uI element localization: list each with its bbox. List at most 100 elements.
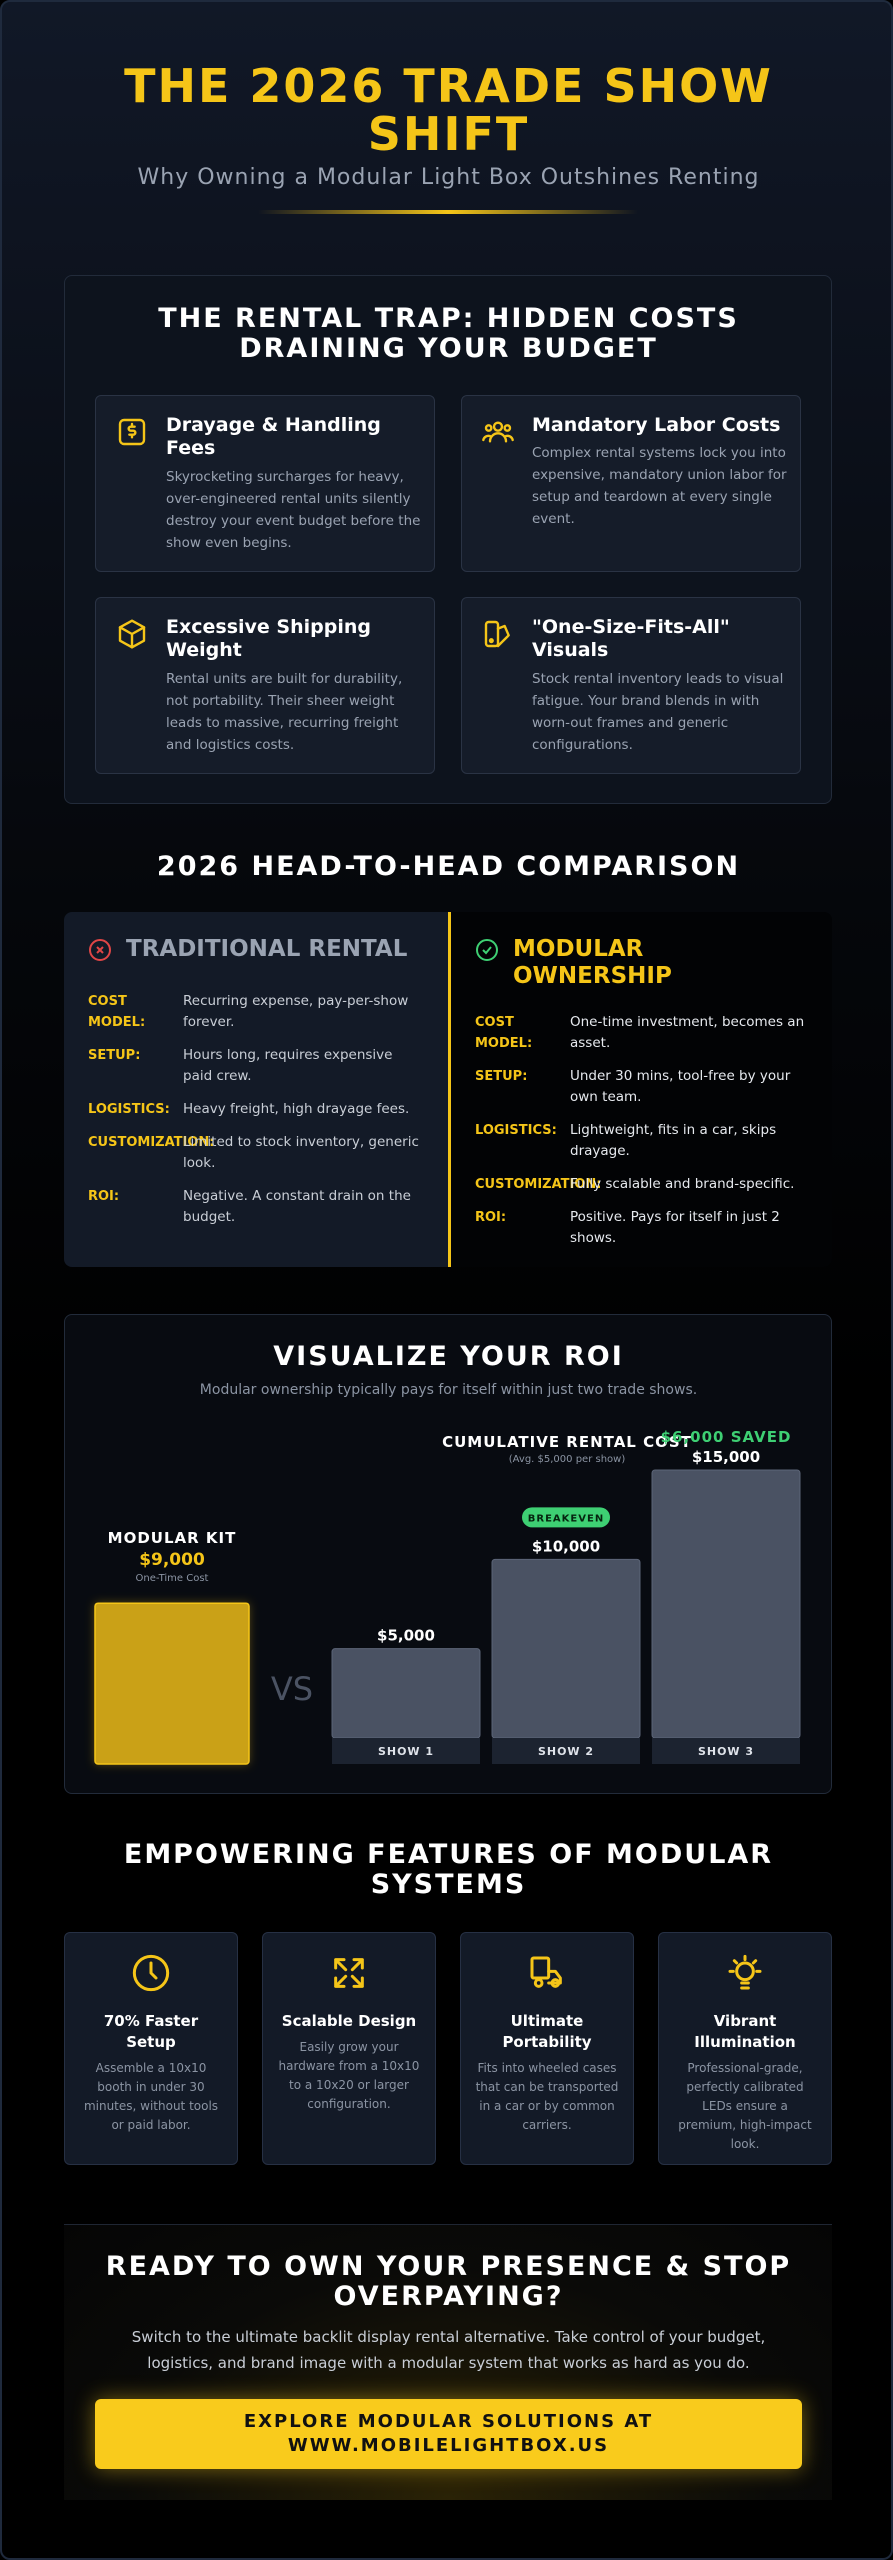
column-title-text: MODULAR OWNERSHIP (513, 936, 672, 989)
row-text: Limited to stock inventory, generic look… (183, 1134, 419, 1171)
chart-title: CUMULATIVE RENTAL COST (442, 1433, 692, 1451)
card-text: Stock rental inventory leads to visual f… (532, 671, 784, 753)
cta-text: Switch to the ultimate backlit display r… (131, 2328, 766, 2372)
show-label: SHOW 2 (538, 1745, 594, 1758)
feature-text: Easily grow your hardware from a 10x10 t… (278, 2040, 420, 2111)
comparison-row: CUSTOMIZATION: Limited to stock inventory… (88, 1132, 424, 1174)
bar-footer (332, 1738, 480, 1764)
row-label: SETUP: (475, 1069, 528, 1084)
row-label: LOGISTICS: (475, 1123, 557, 1138)
show-label: SHOW 1 (378, 1745, 434, 1758)
row-label: ROI: (475, 1210, 507, 1225)
row-label: LOGISTICS: (88, 1102, 170, 1117)
comparison-row: LOGISTICS: Lightweight, fits in a car, sk… (475, 1120, 808, 1162)
column-icon (88, 938, 112, 969)
row-text: Hours long, requires expensive paid crew… (183, 1047, 393, 1084)
trap-card: Excessive Shipping Weight Rental units ar… (95, 597, 435, 774)
cta-title: READY TO OWN YOUR PRESENCE & STOP OVERPA… (105, 2251, 792, 2312)
subtitle: Why Owning a Modular Light Box Outshines… (137, 165, 760, 190)
kit-value: $9,000 (139, 1550, 205, 1570)
comparison-column: TRADITIONAL RENTAL COST MODEL: Recurring e… (64, 912, 448, 1267)
card-text: Skyrocketing surcharges for heavy, over-… (166, 469, 421, 551)
row-text: Positive. Pays for itself in just 2 show… (570, 1209, 780, 1246)
comparison-row: SETUP: Under 30 mins, tool-free by your o… (475, 1066, 808, 1108)
saved: $6,000 SAVED (661, 1428, 792, 1446)
feature-card: Vibrant Illumination Professional-grade, … (658, 1932, 832, 2165)
rental-bar (331, 1648, 481, 1739)
row-text: Heavy freight, high drayage fees. (183, 1101, 410, 1117)
card-title: Excessive Shipping Weight (166, 616, 371, 661)
roi-chart: MODULAR KIT $9,000 One-Time Cost VS CUMULATI… (94, 1428, 801, 1765)
icon (482, 618, 514, 650)
kit-label: MODULAR KIT (108, 1529, 237, 1547)
row-text: Under 30 mins, tool-free by your own tea… (570, 1068, 791, 1105)
rental-bar (491, 1558, 641, 1739)
show-value: $10,000 (532, 1537, 600, 1555)
section-title: THE RENTAL TRAP: HIDDEN COSTS DRAINING Y… (158, 303, 739, 364)
comparison-row: SETUP: Hours long, requires expensive pai… (88, 1045, 424, 1087)
row-text: One-time investment, becomes an asset. (570, 1014, 805, 1051)
comparison-row: COST MODEL: One-time investment, becomes … (475, 1012, 808, 1054)
comparison-row: ROI: Positive. Pays for itself in just 2 … (475, 1207, 808, 1249)
column-title: MODULAR OWNERSHIP (475, 936, 808, 990)
feature-title: Scalable Design (281, 2012, 417, 2030)
row-label: COST MODEL: (475, 1015, 533, 1051)
show-value: $5,000 (377, 1627, 435, 1645)
column-title: TRADITIONAL RENTAL (88, 936, 424, 969)
rental-bar (651, 1469, 801, 1739)
trap-card: Drayage & Handling Fees Skyrocketing surc… (95, 395, 435, 572)
card-text: Complex rental systems lock you into exp… (532, 445, 787, 527)
show-value: $15,000 (692, 1448, 760, 1466)
cta-button[interactable]: EXPLORE MODULAR SOLUTIONS AT WWW.MOBILEL… (95, 2399, 802, 2469)
feature-icon (475, 1953, 619, 1997)
row-label: COST MODEL: (88, 994, 146, 1030)
trap-card: "One-Size-Fits-All" Visuals Stock rental … (461, 597, 801, 774)
feature-card: 70% Faster Setup Assemble a 10x10 booth i… (64, 1932, 238, 2165)
feature-icon (277, 1953, 421, 1997)
bar-footer (652, 1738, 800, 1764)
row-label: ROI: (88, 1189, 120, 1204)
card-title: Drayage & Handling Fees (166, 414, 381, 459)
vs: VS (271, 1670, 313, 1708)
column-icon (475, 938, 499, 969)
roi-subtitle: Modular ownership typically pays for its… (199, 1382, 698, 1398)
section-title: EMPOWERING FEATURES OF MODULAR SYSTEMS (123, 1839, 774, 1900)
feature-card: Scalable Design Easily grow your hardware… (262, 1932, 436, 2165)
comparison-row: COST MODEL: Recurring expense, pay-per-sh… (88, 991, 424, 1033)
trap-card: Mandatory Labor Costs Complex rental syst… (461, 395, 801, 572)
comparison-row: ROI: Negative. A constant drain on the bu… (88, 1186, 424, 1228)
row-text: Fully scalable and brand-specific. (570, 1176, 795, 1192)
title: THE 2026 TRADE SHOW SHIFT (124, 59, 773, 161)
row-text: Negative. A constant drain on the budget… (183, 1188, 411, 1225)
card-text: Rental units are built for durability, n… (166, 671, 403, 753)
icon (116, 416, 148, 448)
feature-title: 70% Faster Setup (103, 2012, 199, 2051)
bar-footer (492, 1738, 640, 1764)
column-title-text: TRADITIONAL RENTAL (126, 936, 408, 962)
row-text: Recurring expense, pay-per-show forever. (183, 993, 409, 1030)
feature-text: Fits into wheeled cases that can be tran… (475, 2061, 619, 2132)
comparison-row: LOGISTICS: Heavy freight, high drayage fe… (88, 1099, 424, 1120)
row-label: CUSTOMIZATION: (88, 1135, 215, 1150)
feature-card: Ultimate Portability Fits into wheeled ca… (460, 1932, 634, 2165)
chart-subtitle: (Avg. $5,000 per show) (509, 1454, 626, 1465)
section-title: VISUALIZE YOUR ROI (273, 1341, 624, 1372)
card-title: Mandatory Labor Costs (532, 414, 781, 436)
row-label: SETUP: (88, 1048, 141, 1063)
show-label: SHOW 3 (698, 1745, 754, 1758)
feature-icon (79, 1953, 223, 1997)
feature-text: Assemble a 10x10 booth in under 30 minut… (83, 2061, 219, 2132)
feature-title: Vibrant Illumination (694, 2012, 796, 2051)
comparison-column: MODULAR OWNERSHIP COST MODEL: One-time inv… (448, 912, 832, 1267)
icon (116, 618, 148, 650)
card-title: "One-Size-Fits-All" Visuals (532, 616, 730, 661)
feature-text: Professional-grade, perfectly calibrated… (678, 2061, 812, 2151)
feature-title: Ultimate Portability (502, 2012, 592, 2051)
divider (258, 210, 638, 214)
comparison-row: CUSTOMIZATION: Fully scalable and brand-s… (475, 1174, 808, 1195)
feature-icon (673, 1953, 817, 1997)
icon (482, 416, 514, 448)
section-title: 2026 HEAD-TO-HEAD COMPARISON (156, 851, 741, 882)
kit-sublabel: One-Time Cost (136, 1573, 209, 1584)
